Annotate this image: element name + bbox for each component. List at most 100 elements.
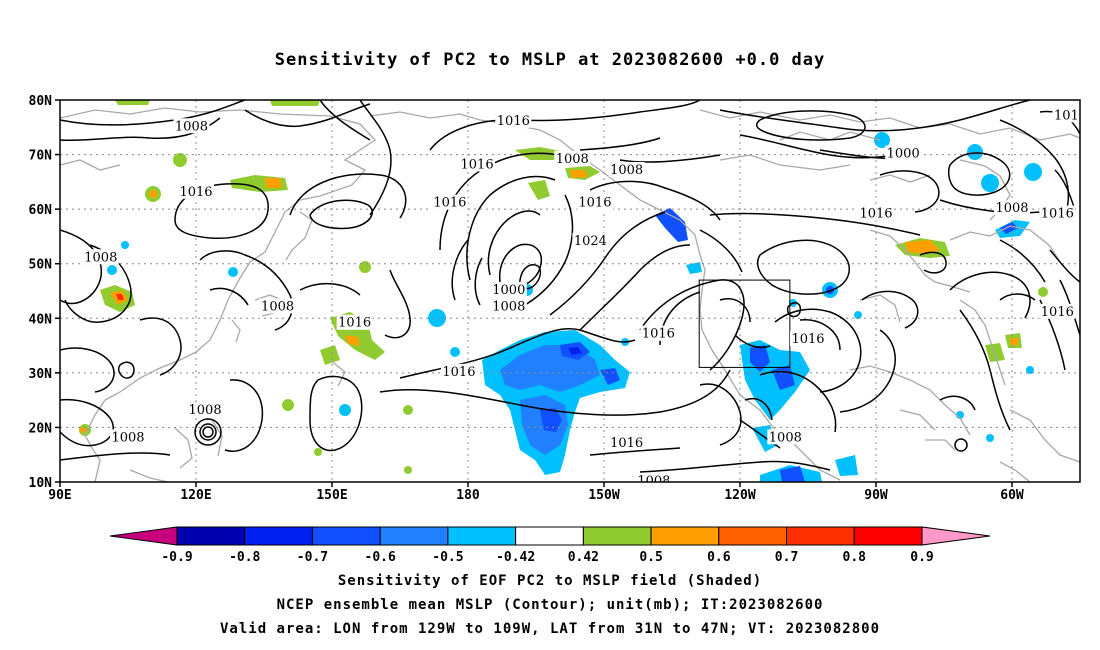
- lon-tick-label: 90W: [864, 488, 888, 503]
- contour-label-background: [994, 200, 1030, 216]
- footer-line-3: Valid area: LON from 129W to 109W, LAT f…: [219, 621, 880, 637]
- lat-tick-label: 20N: [29, 421, 53, 436]
- negative-sensitivity-patch: [854, 311, 862, 319]
- colorbar-label: 0.6: [707, 550, 731, 565]
- positive-sensitivity-patch: [570, 170, 588, 178]
- contour-label: 1008: [84, 250, 117, 265]
- contour-label: 1016: [791, 332, 824, 347]
- contour-label: 1008: [175, 119, 208, 134]
- contour-label-background: [572, 232, 609, 248]
- contour-label: 1016: [442, 365, 475, 380]
- contour-label: 1008: [610, 163, 643, 178]
- contour-label: 1008: [556, 152, 589, 167]
- colorbar-label: -0.6: [365, 550, 396, 565]
- contour-label-background: [431, 194, 468, 210]
- negative-sensitivity-patch: [540, 408, 562, 432]
- contour-label-background: [440, 363, 477, 379]
- positive-sensitivity-patch: [404, 466, 412, 474]
- footer-line-1: Sensitivity of EOF PC2 to MSLP field (Sh…: [337, 573, 763, 589]
- contour-label-background: [858, 205, 894, 221]
- contour-label: 1008: [637, 474, 670, 489]
- contour-label: 1008: [492, 299, 525, 314]
- positive-sensitivity-patch: [905, 240, 940, 254]
- lat-tick-label: 60N: [29, 203, 53, 218]
- negative-sensitivity-patch: [967, 144, 983, 160]
- positive-sensitivity-patch: [320, 345, 340, 365]
- negative-sensitivity-patch: [780, 466, 805, 482]
- negative-sensitivity-patch: [600, 368, 620, 385]
- plot-frame: [59, 99, 1081, 483]
- contour-label: 1024: [574, 234, 607, 249]
- contour-label: 1016: [1041, 305, 1074, 320]
- contour-label: 1016: [610, 436, 643, 451]
- colorbar-label: 0.5: [639, 550, 662, 565]
- lat-tick-label: 10N: [29, 476, 53, 491]
- footer-line-2: NCEP ensemble mean MSLP (Contour); unit(…: [276, 597, 824, 613]
- contour-label: 1000: [887, 147, 920, 162]
- colorbar-label: -0.5: [432, 550, 463, 565]
- map-title: Sensitivity of PC2 to MSLP at 2023082600…: [274, 50, 826, 70]
- colorbar-label: -0.8: [229, 550, 260, 565]
- colorbar-over-triangle: [921, 526, 991, 546]
- colorbar-label: 0.8: [843, 550, 867, 565]
- lon-tick-label: 60W: [1000, 488, 1024, 503]
- contour-label-background: [767, 429, 804, 445]
- negative-sensitivity-patch: [986, 434, 994, 442]
- positive-sensitivity-patch: [1038, 287, 1048, 297]
- contour-label: 1016: [1041, 207, 1074, 222]
- positive-sensitivity-patch: [116, 294, 124, 300]
- contour-label-background: [1039, 205, 1076, 221]
- contour-label: 1016: [642, 327, 675, 342]
- negative-sensitivity-patch: [450, 347, 460, 357]
- positive-sensitivity-patch: [282, 399, 294, 411]
- contour-label-background: [490, 282, 527, 297]
- positive-sensitivity-patch: [80, 427, 86, 433]
- latitude-axis: 80N 70N 60N 50N 40N 30N 20N 10N: [29, 94, 60, 491]
- positive-sensitivity-patch: [270, 100, 320, 106]
- contour-label-background: [1039, 303, 1076, 319]
- mslp-contours: [60, 100, 1080, 473]
- lat-tick-label: 70N: [29, 149, 53, 164]
- contour-labels: 1008 1016 1008 1008 1016 1008 1008 1016 1016 1016…: [82, 107, 1080, 489]
- lat-tick-label: 50N: [29, 258, 53, 273]
- contour-label: 1008: [995, 201, 1028, 216]
- negative-sensitivity-patch: [874, 132, 890, 148]
- contour-label: 1016: [179, 185, 212, 200]
- lon-tick-label: 90E: [48, 488, 71, 503]
- negative-sensitivity-patch: [686, 262, 702, 274]
- negative-sensitivity-patch: [835, 455, 858, 476]
- contour-label-background: [635, 473, 672, 482]
- contour-label: 101: [1054, 108, 1079, 123]
- validation-area-box: [698, 279, 791, 368]
- positive-sensitivity-patch: [985, 343, 1005, 362]
- colorbar-label: -0.7: [297, 550, 328, 565]
- contour-label-background: [173, 118, 210, 134]
- positive-sensitivity-patch: [314, 448, 322, 456]
- plot-area: 1008 1016 1008 1008 1016 1008 1008 1016 1016 1016…: [60, 100, 1080, 489]
- contour-label-background: [110, 429, 146, 445]
- colorbar-label: 0.7: [775, 550, 798, 565]
- contour-label: 1008: [111, 430, 144, 445]
- colorbar-swatch: [244, 526, 313, 546]
- contour-label-background: [790, 331, 826, 347]
- contour-label: 1000: [492, 283, 525, 298]
- negative-sensitivity-patch: [1000, 222, 1018, 234]
- contour-label-background: [640, 325, 677, 341]
- contour-label-background: [608, 434, 645, 450]
- contour-label-background: [885, 145, 922, 161]
- colorbar-swatch: [379, 526, 449, 546]
- contour-label: 1016: [461, 157, 494, 172]
- colorbar-label: -0.9: [161, 550, 192, 565]
- positive-sensitivity-patch: [265, 178, 282, 188]
- negative-sensitivity-patch: [121, 241, 129, 249]
- contour-label-background: [259, 298, 296, 314]
- contour-label: 1008: [189, 403, 222, 418]
- colorbar-swatch: [176, 526, 246, 546]
- negative-sensitivity-patch: [1026, 366, 1034, 374]
- sensitivity-shading: [79, 100, 1048, 482]
- contour-label-background: [336, 314, 373, 330]
- colorbar-swatch: [786, 526, 855, 546]
- contour-label-background: [1052, 107, 1080, 123]
- colorbar: -0.9 -0.8 -0.7 -0.6 -0.5 -0.42 0.42 0.5 0.6 0.7 0.…: [109, 526, 991, 565]
- colorbar-label: 0.9: [910, 550, 933, 565]
